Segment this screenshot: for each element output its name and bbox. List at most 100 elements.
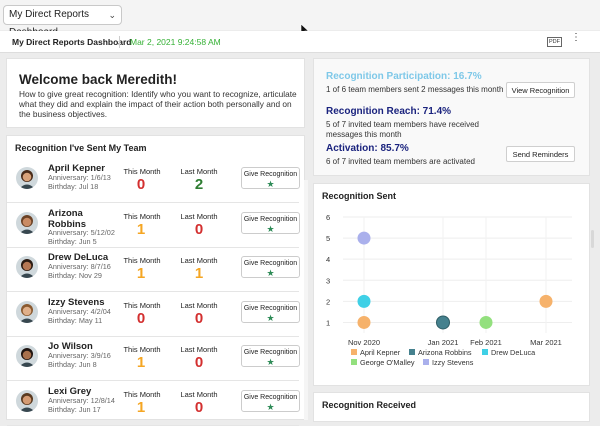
activation-desc: 6 of 7 invited team members are activate…: [326, 157, 475, 166]
member-anniversary: Anniversary: 3/9/16: [48, 351, 111, 360]
legend-swatch: [423, 359, 429, 365]
this-month-label: This Month: [123, 256, 161, 265]
received-title: Recognition Received: [322, 400, 417, 410]
dashboard-select[interactable]: My Direct Reports Dashboard ⌄: [3, 5, 122, 38]
activation-heading: Activation: 85.7%: [326, 143, 409, 154]
this-month-label: This Month: [123, 389, 161, 399]
give-recognition-button[interactable]: Give Recognition ★: [241, 167, 300, 189]
x-tick-label: Feb 2021: [470, 338, 502, 347]
team-member-row: Lexi Grey Anniversary: 12/8/14 Birthday: J…: [7, 382, 300, 426]
avatar: [16, 300, 38, 323]
x-tick-label: Nov 2020: [348, 338, 380, 347]
activation-stat: Activation: 85.7% 6 of 7 invited team me…: [326, 143, 511, 167]
team-member-row: Izzy Stevens Anniversary: 4/2/04 Birthday:…: [7, 293, 300, 337]
give-recognition-button[interactable]: Give Recognition ★: [241, 300, 300, 323]
legend-label: Drew DeLuca: [491, 348, 536, 357]
participation-stat: Recognition Participation: 16.7% 1 of 6 …: [326, 71, 511, 95]
chevron-down-icon: ⌄: [108, 10, 116, 20]
welcome-title: Welcome back Meredith!: [19, 72, 178, 87]
y-tick-label: 6: [326, 213, 330, 222]
member-name: Arizona Robbins: [48, 207, 86, 230]
this-month-count: 1: [136, 354, 146, 371]
give-recognition-button[interactable]: Give Recognition ★: [241, 389, 300, 412]
y-tick-label: 2: [326, 297, 330, 306]
member-birthday: Birthday: Nov 29: [48, 271, 102, 280]
legend-label: Izzy Stevens: [432, 358, 474, 367]
star-icon: ★: [266, 179, 275, 189]
star-icon: ★: [266, 312, 275, 323]
avatar: [16, 345, 38, 367]
member-name: Lexi Grey: [48, 385, 92, 397]
last-month-label: Last Month: [180, 256, 218, 265]
member-anniversary: Anniversary: 8/7/16: [48, 262, 111, 271]
dashboard-header: My Direct Reports Dashboard Mar 2, 2021 …: [0, 31, 600, 53]
give-recognition-button[interactable]: Give Recognition ★: [241, 256, 300, 278]
member-name: Izzy Stevens: [48, 296, 105, 308]
give-recognition-label: Give Recognition: [243, 349, 298, 356]
last-month-count: 0: [194, 354, 204, 371]
give-recognition-label: Give Recognition: [243, 393, 298, 401]
y-tick-label: 5: [326, 234, 330, 243]
y-tick-label: 3: [326, 276, 330, 285]
last-month-count: 0: [194, 398, 204, 416]
team-member-row: Drew DeLuca Anniversary: 8/7/16 Birthday: …: [7, 248, 300, 292]
data-point: [357, 315, 371, 329]
give-recognition-button[interactable]: Give Recognition ★: [241, 211, 300, 234]
member-birthday: Birthday: Jun 17: [48, 404, 101, 414]
view-recognition-button[interactable]: View Recognition: [506, 82, 575, 98]
legend-swatch: [351, 359, 357, 365]
avatar: [16, 389, 38, 412]
team-panel-title: Recognition I've Sent My Team: [15, 143, 147, 153]
this-month-label: This Month: [123, 345, 161, 354]
data-point: [479, 315, 493, 329]
send-reminders-button[interactable]: Send Reminders: [506, 146, 575, 162]
dashboard-title: My Direct Reports Dashboard: [12, 37, 132, 47]
reach-heading: Recognition Reach: 71.4%: [326, 106, 452, 117]
refresh-timestamp: Mar 2, 2021 9:24:58 AM: [130, 37, 221, 47]
member-anniversary: Anniversary: 12/8/14: [48, 395, 115, 405]
legend-swatch: [482, 349, 488, 355]
participation-desc: 1 of 6 team members sent 2 messages this…: [326, 85, 504, 94]
member-birthday: Birthday: Jul 18: [48, 182, 99, 191]
star-icon: ★: [266, 357, 275, 367]
participation-heading: Recognition Participation: 16.7%: [326, 71, 482, 82]
this-month-label: This Month: [123, 167, 161, 176]
data-point: [539, 294, 553, 308]
this-month-count: 1: [136, 398, 146, 416]
avatar: [16, 211, 38, 234]
more-options-icon[interactable]: ⋮: [571, 32, 581, 43]
give-recognition-label: Give Recognition: [243, 171, 298, 178]
legend-swatch: [409, 349, 415, 355]
recognition-sent-panel: Recognition Sent 1 2 3 4 5 6 Nov 2020 Jan 2021 F…: [313, 183, 590, 386]
member-birthday: Birthday: Jun 8: [48, 360, 97, 369]
chart-title: Recognition Sent: [322, 191, 396, 201]
welcome-panel: Welcome back Meredith! How to give great…: [6, 58, 305, 128]
this-month-label: This Month: [123, 211, 161, 221]
member-birthday: Birthday: May 11: [48, 315, 103, 325]
stats-panel: Recognition Participation: 16.7% 1 of 6 …: [313, 58, 590, 176]
y-tick-label: 4: [326, 255, 330, 264]
team-member-row: Jo Wilson Anniversary: 3/9/16 Birthday: Ju…: [7, 337, 300, 381]
avatar: [16, 256, 38, 278]
recognition-sent-chart: 1 2 3 4 5 6 Nov 2020 Jan 2021 Feb 2021 Mar 2021 Ap…: [326, 213, 572, 367]
member-name: April Kepner: [48, 163, 106, 174]
give-recognition-label: Give Recognition: [243, 260, 298, 267]
this-month-count: 0: [136, 309, 146, 327]
team-scrollbar[interactable]: [304, 180, 308, 420]
top-bar: My Direct Reports Dashboard ⌄: [0, 0, 600, 38]
page-scrollbar[interactable]: [591, 230, 594, 248]
last-month-label: Last Month: [180, 211, 218, 221]
last-month-label: Last Month: [180, 389, 218, 399]
last-month-label: Last Month: [180, 300, 218, 310]
reach-stat: Recognition Reach: 71.4% 5 of 7 invited …: [326, 106, 511, 140]
recognition-received-panel: Recognition Received: [313, 392, 590, 422]
pdf-export-icon[interactable]: PDF: [547, 37, 562, 47]
last-month-label: Last Month: [180, 167, 218, 176]
last-month-count: 1: [194, 265, 204, 282]
member-anniversary: Anniversary: 1/6/13: [48, 173, 111, 182]
give-recognition-button[interactable]: Give Recognition ★: [241, 345, 300, 367]
this-month-count: 1: [136, 220, 146, 238]
member-anniversary: Anniversary: 4/2/04: [48, 306, 111, 316]
last-month-count: 2: [194, 176, 204, 193]
member-name: Jo Wilson: [48, 341, 93, 352]
